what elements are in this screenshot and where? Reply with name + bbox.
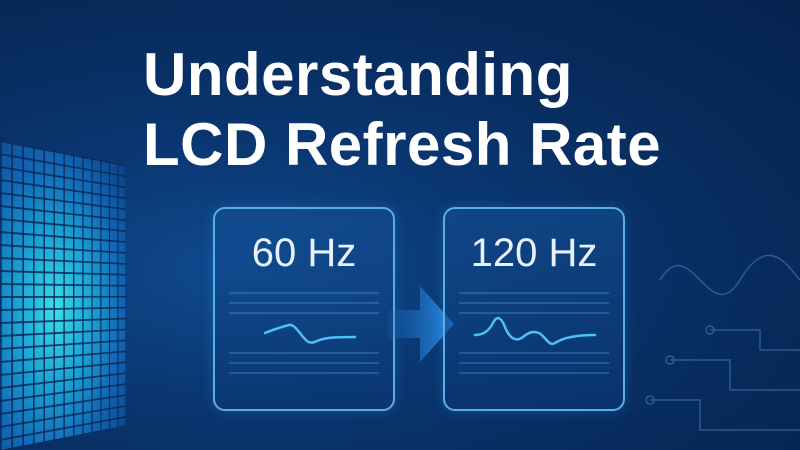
- waveform-icon: [215, 289, 393, 399]
- waveform-icon: [445, 289, 623, 399]
- card-60hz: 60 Hz: [213, 207, 395, 411]
- pixel-grid-background: [0, 140, 126, 450]
- card-60hz-label: 60 Hz: [215, 231, 393, 276]
- title-line-2: LCD Refresh Rate: [143, 110, 763, 180]
- title-line-1: Understanding: [143, 40, 763, 110]
- page-title: Understanding LCD Refresh Rate: [143, 40, 763, 180]
- card-120hz: 120 Hz: [443, 207, 625, 411]
- card-120hz-label: 120 Hz: [445, 231, 623, 276]
- circuit-icon: [640, 240, 800, 450]
